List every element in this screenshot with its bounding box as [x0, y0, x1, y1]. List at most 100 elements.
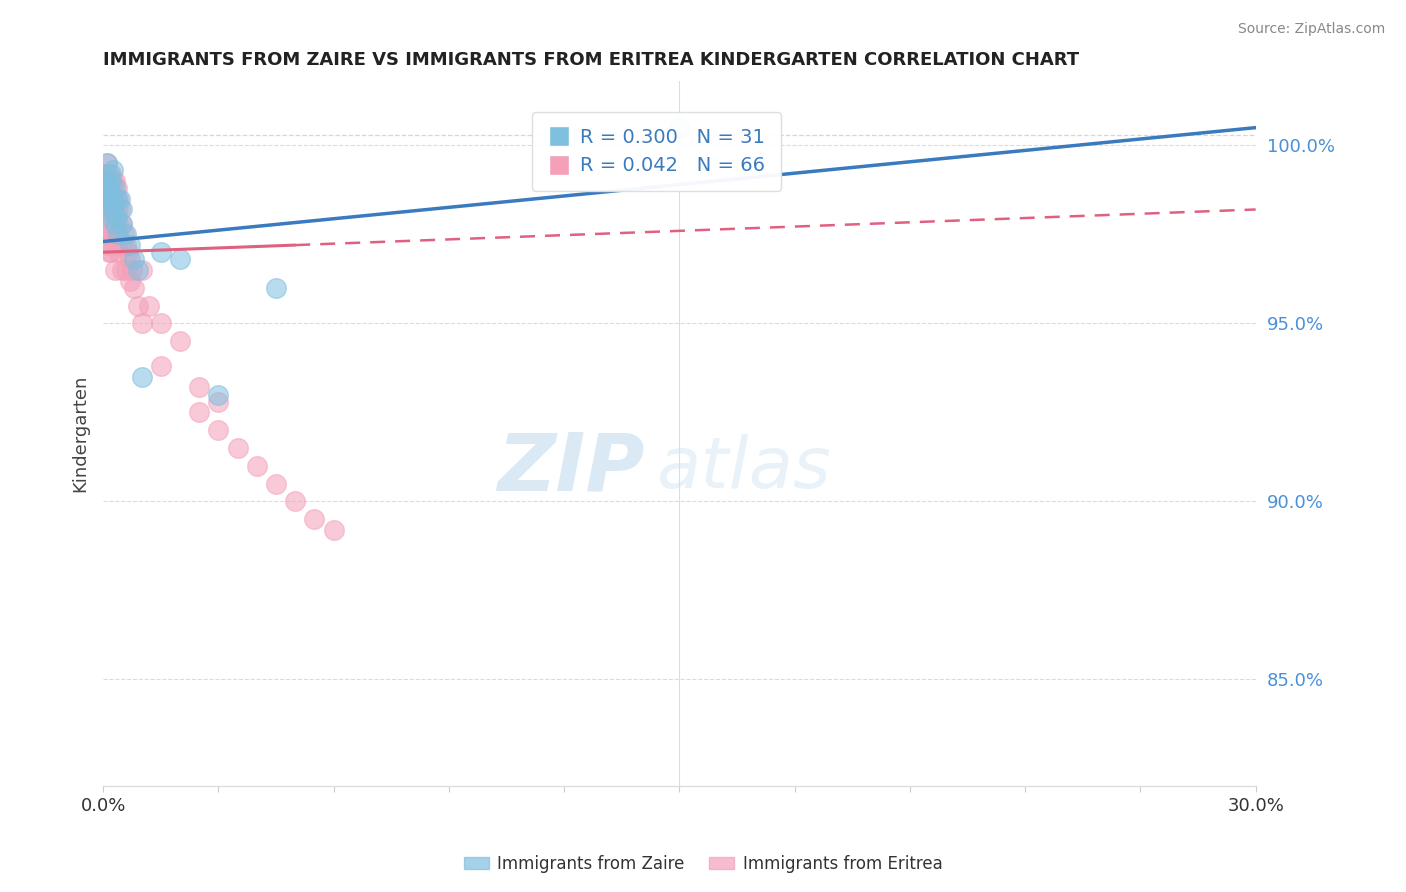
- Point: [97, 227, 120, 242]
- Point: [122, 252, 145, 267]
- Legend: R = 0.300   N = 31, R = 0.042   N = 66: R = 0.300 N = 31, R = 0.042 N = 66: [531, 112, 780, 191]
- Point: [104, 174, 127, 188]
- Point: [96, 174, 118, 188]
- Point: [115, 227, 138, 242]
- Point: [111, 217, 134, 231]
- Point: [97, 181, 120, 195]
- Point: [97, 167, 120, 181]
- Point: [117, 245, 139, 260]
- Point: [107, 217, 129, 231]
- Point: [100, 174, 122, 188]
- Point: [104, 210, 127, 224]
- Point: [121, 263, 143, 277]
- Point: [207, 394, 229, 409]
- Point: [138, 299, 160, 313]
- Legend: Immigrants from Zaire, Immigrants from Eritrea: Immigrants from Zaire, Immigrants from E…: [457, 848, 949, 880]
- Point: [107, 192, 129, 206]
- Point: [97, 174, 120, 188]
- Point: [111, 263, 134, 277]
- Point: [104, 181, 127, 195]
- Y-axis label: Kindergarten: Kindergarten: [72, 375, 89, 492]
- Point: [169, 252, 191, 267]
- Point: [94, 181, 117, 195]
- Point: [107, 245, 129, 260]
- Point: [105, 202, 128, 217]
- Point: [111, 217, 134, 231]
- Point: [100, 202, 122, 217]
- Point: [118, 274, 141, 288]
- Point: [105, 181, 128, 195]
- Point: [111, 202, 134, 217]
- Point: [98, 192, 121, 206]
- Point: [104, 263, 127, 277]
- Point: [284, 494, 307, 508]
- Point: [105, 210, 128, 224]
- Point: [96, 238, 118, 252]
- Point: [668, 120, 690, 135]
- Point: [96, 192, 118, 206]
- Point: [96, 181, 118, 195]
- Point: [100, 192, 122, 206]
- Point: [149, 245, 172, 260]
- Point: [131, 369, 153, 384]
- Point: [101, 202, 124, 217]
- Point: [98, 192, 121, 206]
- Point: [118, 252, 141, 267]
- Point: [101, 227, 124, 242]
- Point: [188, 405, 211, 419]
- Point: [115, 263, 138, 277]
- Point: [96, 217, 118, 231]
- Point: [131, 263, 153, 277]
- Point: [169, 334, 191, 349]
- Point: [93, 192, 115, 206]
- Point: [131, 317, 153, 331]
- Point: [207, 387, 229, 401]
- Point: [110, 192, 132, 206]
- Point: [100, 210, 122, 224]
- Point: [118, 238, 141, 252]
- Point: [94, 167, 117, 181]
- Point: [97, 192, 120, 206]
- Point: [127, 263, 149, 277]
- Point: [104, 192, 127, 206]
- Point: [93, 174, 115, 188]
- Point: [304, 512, 326, 526]
- Point: [127, 299, 149, 313]
- Point: [264, 476, 287, 491]
- Point: [149, 317, 172, 331]
- Point: [97, 202, 120, 217]
- Point: [100, 245, 122, 260]
- Point: [100, 192, 122, 206]
- Point: [207, 423, 229, 437]
- Point: [100, 167, 122, 181]
- Point: [115, 238, 138, 252]
- Point: [97, 181, 120, 195]
- Point: [110, 202, 132, 217]
- Point: [246, 458, 269, 473]
- Point: [104, 217, 127, 231]
- Point: [103, 202, 125, 217]
- Point: [101, 192, 124, 206]
- Text: ZIP: ZIP: [498, 430, 645, 508]
- Point: [264, 281, 287, 295]
- Point: [101, 163, 124, 178]
- Point: [226, 441, 249, 455]
- Point: [94, 202, 117, 217]
- Point: [105, 192, 128, 206]
- Point: [100, 217, 122, 231]
- Point: [322, 523, 344, 537]
- Point: [96, 181, 118, 195]
- Point: [122, 281, 145, 295]
- Text: Source: ZipAtlas.com: Source: ZipAtlas.com: [1237, 22, 1385, 37]
- Point: [98, 227, 121, 242]
- Point: [101, 174, 124, 188]
- Point: [188, 380, 211, 394]
- Point: [96, 156, 118, 170]
- Point: [96, 156, 118, 170]
- Text: atlas: atlas: [657, 434, 831, 503]
- Point: [104, 238, 127, 252]
- Point: [111, 238, 134, 252]
- Point: [149, 359, 172, 373]
- Text: IMMIGRANTS FROM ZAIRE VS IMMIGRANTS FROM ERITREA KINDERGARTEN CORRELATION CHART: IMMIGRANTS FROM ZAIRE VS IMMIGRANTS FROM…: [103, 51, 1080, 69]
- Point: [94, 227, 117, 242]
